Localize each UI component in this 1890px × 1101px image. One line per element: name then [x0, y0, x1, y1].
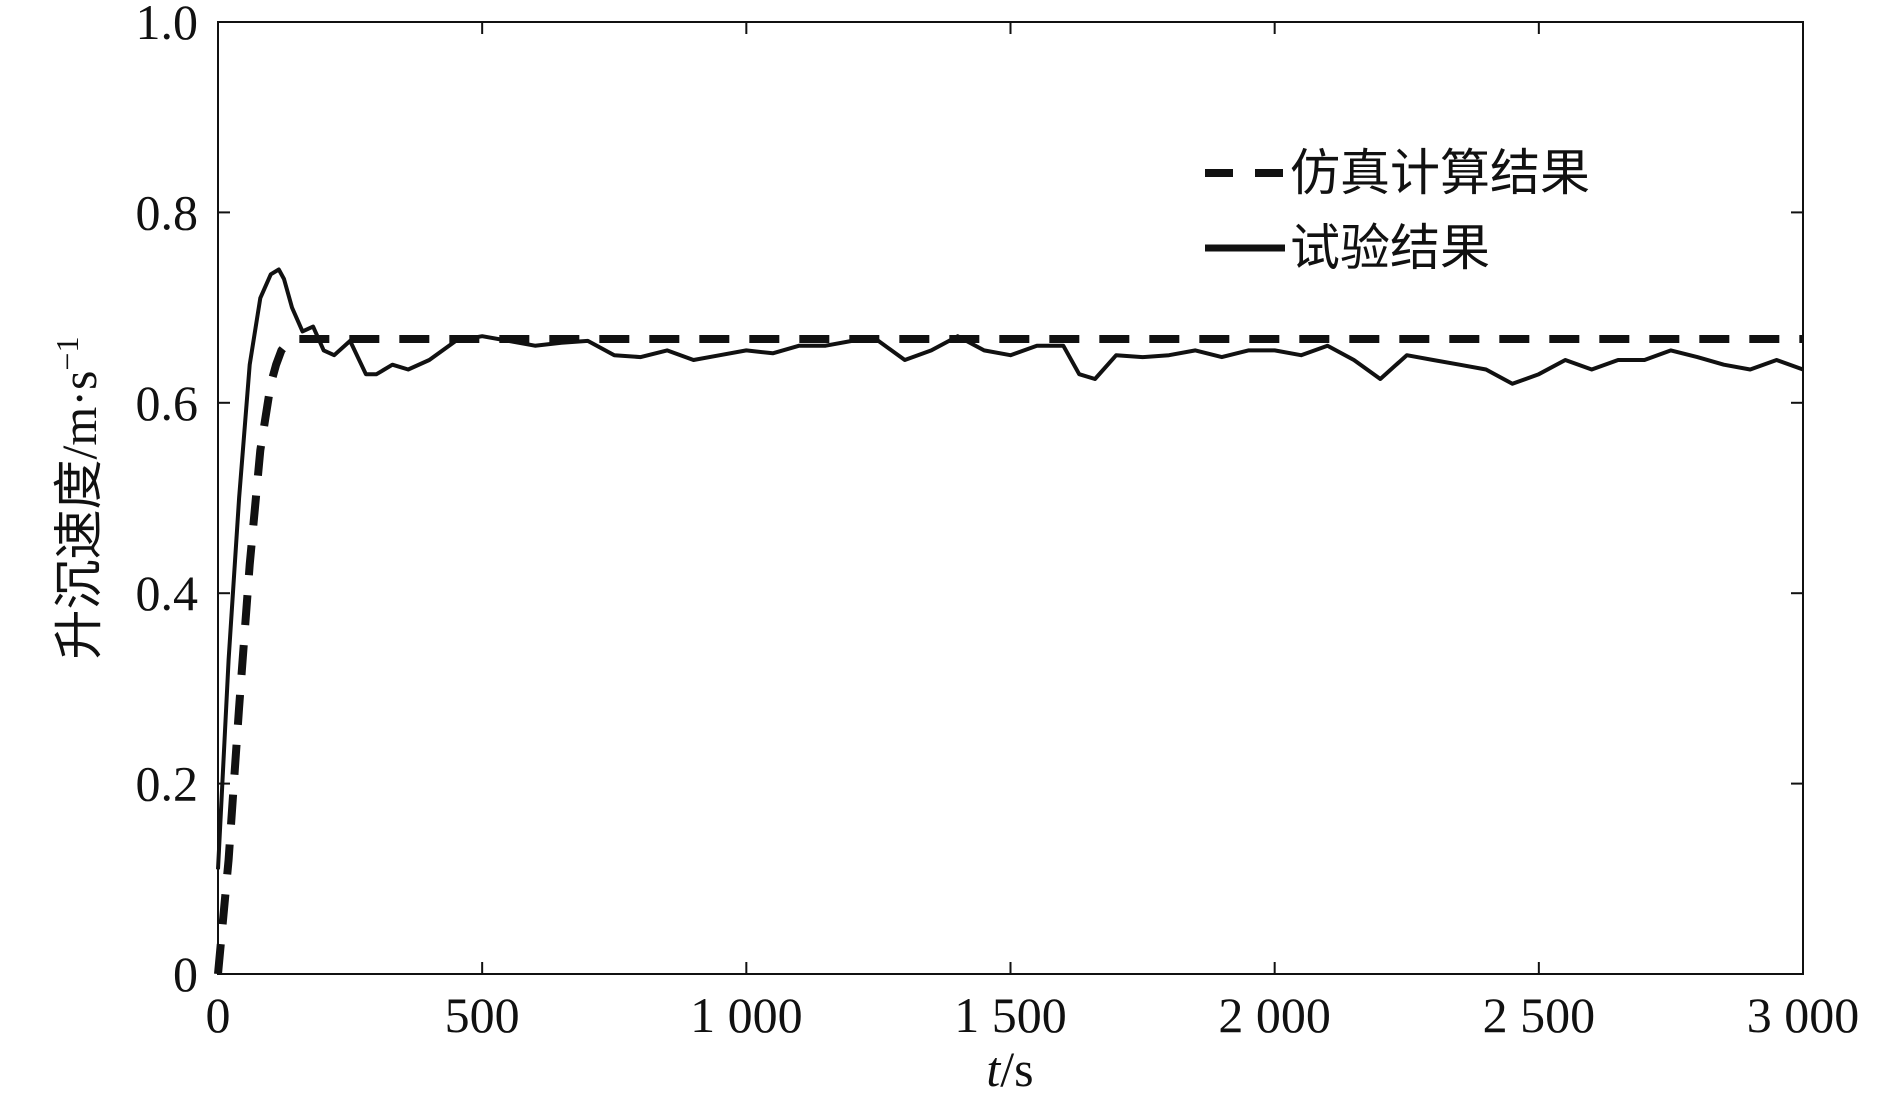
y-tick-label: 0.2: [136, 756, 199, 812]
y-tick-label: 0.4: [136, 565, 199, 621]
x-tick-label: 1 500: [954, 987, 1067, 1043]
x-axis-ticks: 0 500 1 000 1 500 2 000 2 500 3 000: [206, 22, 1860, 1043]
x-tick-label: 1 000: [690, 987, 803, 1043]
y-axis-label-sup: −1: [49, 337, 85, 371]
x-axis-label: t/s: [986, 1041, 1033, 1096]
x-tick-label: 500: [445, 987, 520, 1043]
legend-label-simulation: 仿真计算结果: [1290, 145, 1590, 201]
series-line-experiment: [216, 267, 1804, 870]
x-axis-label-unit: /s: [1000, 1041, 1033, 1096]
y-tick-label: 1.0: [136, 0, 199, 50]
x-tick-label: 2 000: [1218, 987, 1331, 1043]
x-tick-label: 3 000: [1747, 987, 1860, 1043]
x-axis-label-var: t: [986, 1041, 1001, 1096]
series-layer: [214, 267, 1804, 975]
legend-label-experiment: 试验结果: [1290, 220, 1490, 276]
legend: 仿真计算结果 试验结果: [1205, 145, 1590, 276]
y-tick-label: 0.8: [136, 184, 199, 240]
y-axis-ticks: 0 0.2 0.4 0.6 0.8 1.0: [136, 0, 1803, 1002]
x-tick-label: 0: [206, 987, 231, 1043]
series-line-simulation: [214, 335, 1803, 975]
y-axis-label-main: 升沉速度/m·s: [51, 371, 107, 660]
x-tick-label: 2 500: [1483, 987, 1596, 1043]
y-tick-label: 0: [173, 946, 198, 1002]
y-tick-label: 0.6: [136, 375, 199, 431]
y-axis-label: 升沉速度/m·s−1: [49, 337, 107, 660]
